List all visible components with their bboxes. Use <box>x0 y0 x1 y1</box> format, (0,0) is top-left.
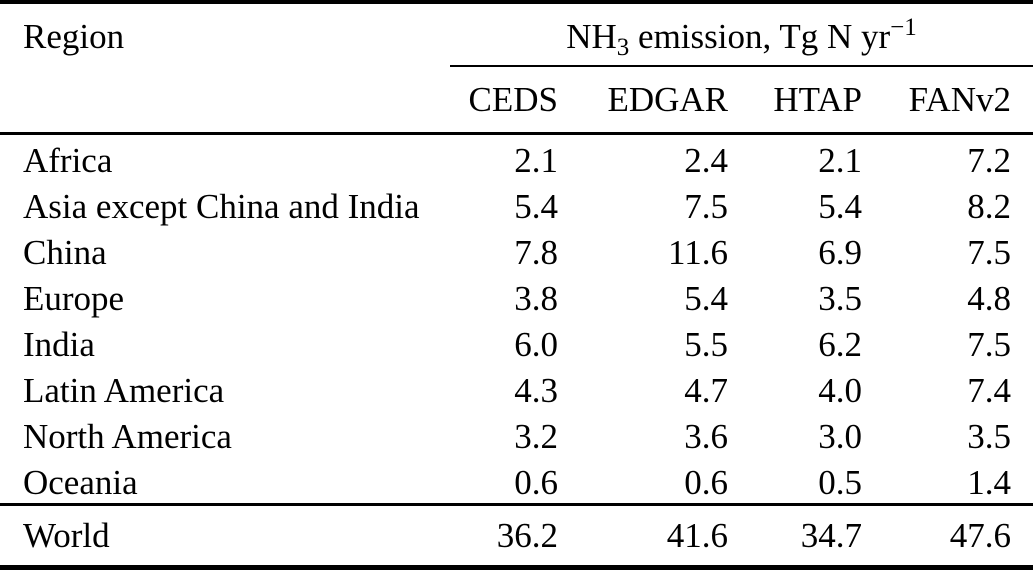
value-cell: 6.9 <box>818 233 862 272</box>
value-cell: 11.6 <box>668 233 728 272</box>
value-cell: 7.5 <box>967 233 1011 272</box>
yr-exponent: −1 <box>890 14 917 41</box>
value-cell: 3.8 <box>514 279 558 318</box>
table-row-africa: Africa 2.1 2.4 2.1 7.2 <box>0 135 1033 181</box>
world-value-cell: 47.6 <box>862 503 1033 565</box>
value-cell: 5.4 <box>684 279 728 318</box>
value-cell: 3.2 <box>514 417 558 456</box>
table-row-india: India 6.0 5.5 6.2 7.5 <box>0 319 1033 365</box>
region-cell: China <box>23 233 107 272</box>
column-header-fanv2: FANv2 <box>862 67 1033 135</box>
value-cell: 6.0 <box>514 325 558 364</box>
value-cell: 3.0 <box>818 417 862 456</box>
value-cell: 2.1 <box>514 141 558 180</box>
value-cell: 7.2 <box>967 141 1011 180</box>
nh3-emission-group-header: NH3 emission, Tg N yr−1 <box>450 4 1033 67</box>
table-row-oceania: Oceania 0.6 0.6 0.5 1.4 <box>0 457 1033 503</box>
column-header-htap: HTAP <box>728 67 862 135</box>
value-cell: 0.6 <box>514 463 558 502</box>
table-row-asia-except-china-india: Asia except China and India 5.4 7.5 5.4 … <box>0 181 1033 227</box>
column-header-edgar: EDGAR <box>558 67 728 135</box>
world-label-cell: World <box>0 503 450 565</box>
value-cell: 4.8 <box>967 279 1011 318</box>
world-value-cell: 34.7 <box>728 503 862 565</box>
world-value-cell: 41.6 <box>558 503 728 565</box>
value-cell: 7.5 <box>684 187 728 226</box>
group-header-row: Region NH3 emission, Tg N yr−1 <box>0 4 1033 135</box>
nh3-prefix: NH <box>566 17 617 56</box>
value-cell: 4.3 <box>514 371 558 410</box>
table-row-europe: Europe 3.8 5.4 3.5 4.8 <box>0 273 1033 319</box>
region-cell: India <box>23 325 95 364</box>
region-cell: Oceania <box>23 463 138 502</box>
value-cell: 4.7 <box>684 371 728 410</box>
region-cell: Europe <box>23 279 125 318</box>
value-cell: 7.4 <box>967 371 1011 410</box>
value-cell: 2.4 <box>684 141 728 180</box>
value-cell: 8.2 <box>967 187 1011 226</box>
value-cell: 2.1 <box>818 141 862 180</box>
value-cell: 0.6 <box>684 463 728 502</box>
value-cell: 5.5 <box>684 325 728 364</box>
table-row-world-total: World 36.2 41.6 34.7 47.6 <box>0 503 1033 565</box>
nh3-subscript: 3 <box>616 34 630 61</box>
value-cell: 5.4 <box>818 187 862 226</box>
region-cell: North America <box>23 417 232 456</box>
emission-units-text: emission, Tg N yr <box>629 17 891 56</box>
region-cell: Asia except China and India <box>23 187 420 226</box>
column-header-ceds: CEDS <box>450 67 558 135</box>
region-header-label: Region <box>23 17 125 56</box>
nh3-emissions-table: Region NH3 emission, Tg N yr−1 CEDS EDGA… <box>0 4 1033 565</box>
dataset-header-row: CEDS EDGAR HTAP FANv2 <box>0 67 1033 135</box>
world-value-cell: 36.2 <box>450 503 558 565</box>
table-row-latin-america: Latin America 4.3 4.7 4.0 7.4 <box>0 365 1033 411</box>
region-cell: Africa <box>23 141 113 180</box>
value-cell: 5.4 <box>514 187 558 226</box>
value-cell: 3.6 <box>684 417 728 456</box>
value-cell: 0.5 <box>818 463 862 502</box>
value-cell: 7.8 <box>514 233 558 272</box>
value-cell: 4.0 <box>818 371 862 410</box>
value-cell: 1.4 <box>967 463 1011 502</box>
table-row-china: China 7.8 11.6 6.9 7.5 <box>0 227 1033 273</box>
table-row-north-america: North America 3.2 3.6 3.0 3.5 <box>0 411 1033 457</box>
region-cell: Latin America <box>23 371 225 410</box>
value-cell: 6.2 <box>818 325 862 364</box>
value-cell: 3.5 <box>818 279 862 318</box>
region-column-header: Region <box>0 4 450 135</box>
value-cell: 7.5 <box>967 325 1011 364</box>
value-cell: 3.5 <box>967 417 1011 456</box>
